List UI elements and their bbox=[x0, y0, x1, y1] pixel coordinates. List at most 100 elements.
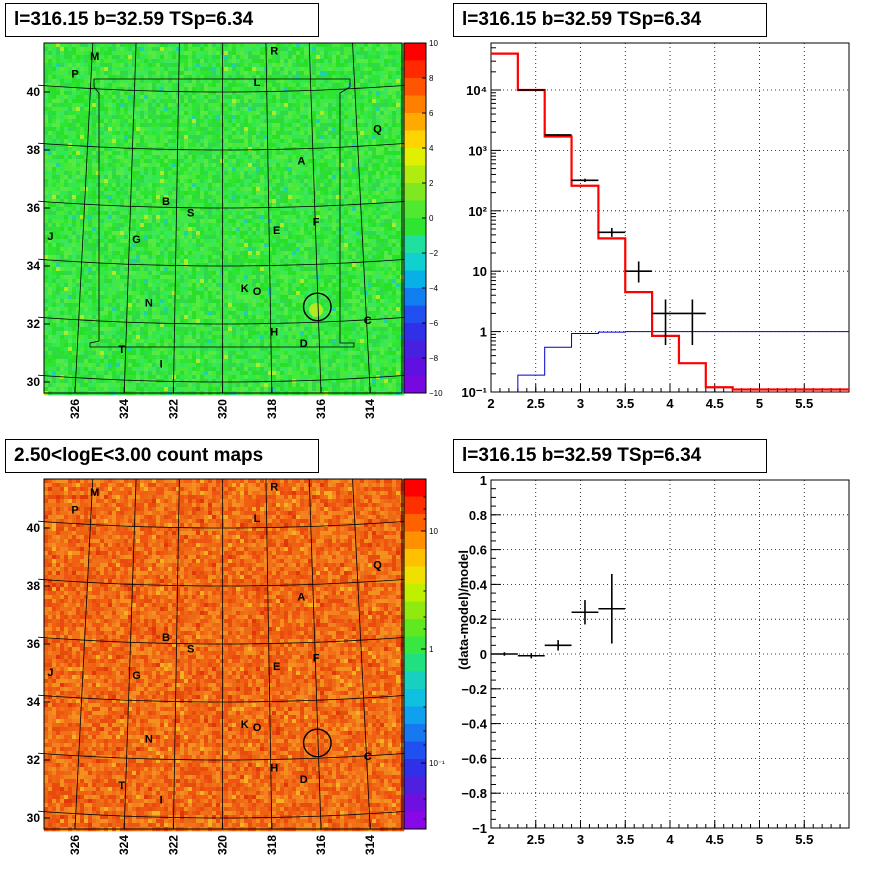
residual-pixel bbox=[276, 111, 281, 116]
residual-pixel bbox=[48, 195, 53, 200]
residual-pixel bbox=[156, 199, 161, 204]
residual-pixel bbox=[220, 239, 225, 244]
residual-pixel bbox=[396, 127, 401, 132]
residual-pixel bbox=[228, 263, 233, 268]
residual-pixel bbox=[160, 187, 165, 192]
residual-pixel bbox=[364, 219, 369, 224]
residual-pixel bbox=[84, 87, 89, 92]
residual-pixel bbox=[232, 247, 237, 252]
residual-pixel bbox=[228, 251, 233, 256]
residual-pixel bbox=[308, 159, 313, 164]
residual-pixel bbox=[248, 123, 253, 128]
residual-pixel bbox=[80, 171, 85, 176]
residual-pixel bbox=[200, 43, 205, 48]
residual-pixel bbox=[120, 127, 125, 132]
residual-pixel bbox=[64, 83, 69, 88]
residual-pixel bbox=[364, 123, 369, 128]
residual-pixel bbox=[192, 183, 197, 188]
residual-pixel bbox=[356, 239, 361, 244]
residual-pixel bbox=[356, 67, 361, 72]
residual-pixel bbox=[128, 195, 133, 200]
residual-pixel bbox=[320, 95, 325, 100]
residual-pixel bbox=[100, 83, 105, 88]
residual-pixel bbox=[396, 123, 401, 128]
residual-pixel bbox=[312, 163, 317, 168]
residual-pixel bbox=[120, 211, 125, 216]
residual-pixel bbox=[340, 171, 345, 176]
residual-pixel bbox=[268, 107, 273, 112]
residual-pixel bbox=[48, 123, 53, 128]
residual-pixel bbox=[220, 195, 225, 200]
residual-pixel bbox=[160, 111, 165, 116]
residual-pixel bbox=[296, 215, 301, 220]
residual-pixel bbox=[368, 47, 373, 52]
residual-pixel bbox=[224, 147, 229, 152]
residual-pixel bbox=[68, 167, 73, 172]
residual-pixel bbox=[300, 219, 305, 224]
residual-pixel bbox=[280, 183, 285, 188]
residual-pixel bbox=[96, 51, 101, 56]
residual-pixel bbox=[100, 147, 105, 152]
residual-pixel bbox=[360, 135, 365, 140]
residual-pixel bbox=[348, 75, 353, 80]
residual-pixel bbox=[224, 159, 229, 164]
residual-pixel bbox=[308, 219, 313, 224]
residual-pixel bbox=[348, 255, 353, 260]
residual-pixel bbox=[376, 127, 381, 132]
residual-pixel bbox=[276, 91, 281, 96]
residual-pixel bbox=[120, 83, 125, 88]
residual-pixel bbox=[156, 67, 161, 72]
residual-pixel bbox=[276, 107, 281, 112]
residual-pixel bbox=[332, 75, 337, 80]
residual-pixel bbox=[252, 103, 257, 108]
residual-pixel bbox=[120, 123, 125, 128]
residual-pixel bbox=[300, 47, 305, 52]
residual-pixel bbox=[372, 159, 377, 164]
residual-pixel bbox=[288, 255, 293, 260]
residual-pixel bbox=[72, 71, 77, 76]
residual-pixel bbox=[324, 95, 329, 100]
residual-pixel bbox=[152, 91, 157, 96]
residual-pixel bbox=[332, 143, 337, 148]
residual-pixel bbox=[64, 207, 69, 212]
residual-pixel bbox=[44, 123, 49, 128]
residual-pixel bbox=[64, 67, 69, 72]
residual-pixel bbox=[324, 91, 329, 96]
residual-pixel bbox=[200, 159, 205, 164]
residual-pixel bbox=[108, 227, 113, 232]
residual-pixel bbox=[236, 199, 241, 204]
residual-pixel bbox=[180, 115, 185, 120]
residual-pixel bbox=[148, 155, 153, 160]
residual-pixel bbox=[272, 171, 277, 176]
residual-pixel bbox=[296, 247, 301, 252]
residual-pixel bbox=[276, 167, 281, 172]
residual-pixel bbox=[216, 235, 221, 240]
residual-pixel bbox=[340, 123, 345, 128]
residual-pixel bbox=[244, 151, 249, 156]
residual-pixel bbox=[160, 119, 165, 124]
residual-pixel bbox=[136, 231, 141, 236]
residual-pixel bbox=[72, 47, 77, 52]
residual-pixel bbox=[176, 151, 181, 156]
residual-pixel bbox=[132, 175, 137, 180]
residual-pixel bbox=[60, 83, 65, 88]
residual-pixel bbox=[388, 95, 393, 100]
residual-pixel bbox=[144, 79, 149, 84]
residual-pixel bbox=[48, 223, 53, 228]
residual-pixel bbox=[252, 87, 257, 92]
residual-pixel bbox=[224, 127, 229, 132]
residual-pixel bbox=[128, 87, 133, 92]
residual-pixel bbox=[348, 171, 353, 176]
residual-pixel bbox=[356, 123, 361, 128]
residual-pixel bbox=[124, 55, 129, 60]
residual-pixel bbox=[392, 79, 397, 84]
residual-pixel bbox=[124, 119, 129, 124]
residual-pixel bbox=[88, 147, 93, 152]
residual-pixel bbox=[292, 223, 297, 228]
residual-pixel bbox=[320, 131, 325, 136]
residual-pixel bbox=[56, 235, 61, 240]
residual-pixel bbox=[124, 75, 129, 80]
residual-pixel bbox=[196, 215, 201, 220]
residual-pixel bbox=[192, 159, 197, 164]
residual-pixel bbox=[348, 151, 353, 156]
